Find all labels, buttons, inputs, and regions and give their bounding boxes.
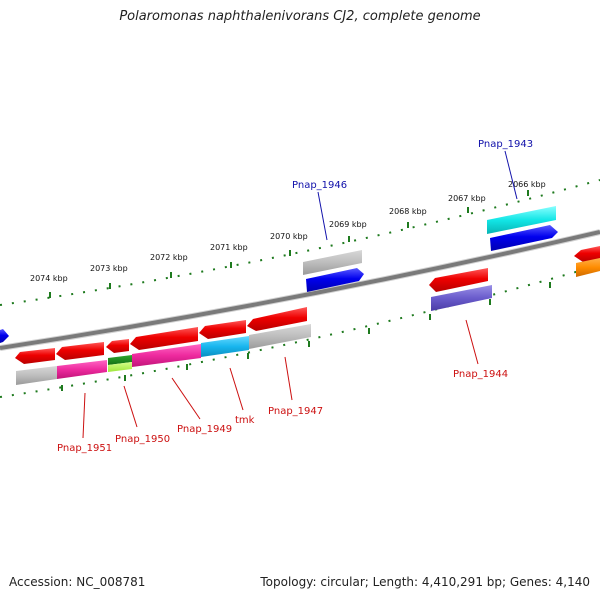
- gene-label-pnap-1949[interactable]: Pnap_1949: [177, 424, 232, 435]
- label-leader: [284, 356, 293, 401]
- gene-arrow[interactable]: [429, 268, 488, 292]
- scale-label: 2073 kbp: [90, 264, 128, 273]
- gene-arrow[interactable]: [15, 348, 55, 364]
- cog-box[interactable]: [132, 344, 201, 367]
- scale-label: 2068 kbp: [389, 207, 427, 216]
- cog-box[interactable]: [57, 360, 107, 379]
- gene-arrow[interactable]: [306, 268, 364, 292]
- gene-arrow[interactable]: [199, 320, 246, 339]
- cog-category-boxes: [16, 206, 600, 385]
- cog-box[interactable]: [108, 362, 132, 372]
- gene-label-tmk[interactable]: tmk: [235, 415, 255, 426]
- scale-label: 2071 kbp: [210, 243, 248, 252]
- gene-label-pnap-1951[interactable]: Pnap_1951: [57, 443, 112, 454]
- lower-scale-track: [0, 264, 600, 398]
- gene-label-pnap-1946[interactable]: Pnap_1946: [292, 180, 347, 191]
- label-leader: [317, 191, 328, 241]
- gene-arrow[interactable]: [56, 342, 104, 360]
- gene-label-pnap-1943[interactable]: Pnap_1943: [478, 139, 533, 150]
- cog-box[interactable]: [249, 324, 311, 349]
- cog-box[interactable]: [16, 366, 57, 385]
- upper-major-ticks: [49, 190, 529, 298]
- cog-box[interactable]: [487, 206, 556, 234]
- gene-label-pnap-1944[interactable]: Pnap_1944: [453, 369, 508, 380]
- label-leader: [465, 319, 479, 365]
- gene-arrow[interactable]: [106, 339, 129, 353]
- label-leader: [504, 150, 518, 200]
- topology-label: Topology: circular; Length: 4,410,291 bp…: [260, 575, 590, 589]
- gene-arrow[interactable]: [574, 246, 600, 262]
- accession-label: Accession: NC_008781: [9, 575, 146, 589]
- label-leader: [123, 385, 138, 428]
- reverse-strand-genes: [15, 246, 600, 364]
- genome-title: Polaromonas naphthalenivorans CJ2, compl…: [119, 9, 481, 24]
- forward-strand-genes: [0, 225, 558, 343]
- gene-arrow[interactable]: [0, 329, 9, 343]
- cog-box[interactable]: [108, 355, 132, 365]
- cog-box[interactable]: [576, 258, 600, 277]
- cog-box[interactable]: [303, 250, 362, 275]
- scale-label: 2074 kbp: [30, 274, 68, 283]
- gene-arrow[interactable]: [490, 225, 558, 251]
- label-leader: [171, 377, 201, 420]
- scale-label: 2069 kbp: [329, 220, 367, 229]
- label-leader: [229, 367, 244, 411]
- upper-scale-track: [0, 179, 600, 306]
- gene-arrow[interactable]: [130, 327, 198, 350]
- cog-box[interactable]: [201, 336, 249, 357]
- cog-box[interactable]: [431, 285, 492, 311]
- gene-arrow[interactable]: [247, 307, 307, 331]
- scale-label: 2072 kbp: [150, 253, 188, 262]
- gene-label-pnap-1950[interactable]: Pnap_1950: [115, 434, 170, 445]
- lower-major-ticks: [61, 282, 551, 391]
- scale-label: 2067 kbp: [448, 194, 486, 203]
- scale-label: 2070 kbp: [270, 232, 308, 241]
- label-leader: [82, 392, 86, 439]
- scale-label: 2066 kbp: [508, 180, 546, 189]
- gene-label-pnap-1947[interactable]: Pnap_1947: [268, 406, 323, 417]
- genome-backbone-line: [0, 230, 600, 350]
